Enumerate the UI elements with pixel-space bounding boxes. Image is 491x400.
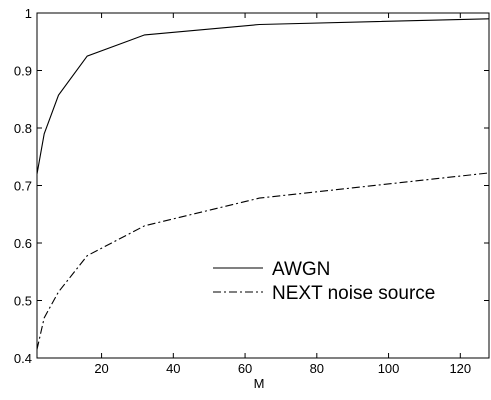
legend-label: AWGN <box>272 259 330 280</box>
legend-label: NEXT noise source <box>272 283 435 304</box>
legend: AWGN NEXT noise source <box>213 259 435 304</box>
x-tick-label: 100 <box>378 361 400 376</box>
x-tick-label: 60 <box>238 361 252 376</box>
y-tick-label: 0.5 <box>14 294 32 309</box>
x-axis-label: M <box>254 376 265 391</box>
axis-ticks: 20 40 60 80 100 120 0.4 0.5 0.6 0.7 0.8 0.9 1 <box>14 6 489 376</box>
series-line-awgn <box>36 18 490 175</box>
x-tick-label: 120 <box>449 361 471 376</box>
y-tick-label: 1 <box>25 6 32 21</box>
y-tick-label: 0.7 <box>14 179 32 194</box>
y-tick-label: 0.8 <box>14 121 32 136</box>
x-tick-label: 20 <box>94 361 108 376</box>
series-layer <box>36 18 490 350</box>
plot-frame <box>36 12 490 359</box>
plot-area <box>36 12 490 359</box>
series-line-next-noise-source <box>36 172 490 350</box>
y-tick-label: 0.9 <box>14 64 32 79</box>
x-tick-label: 40 <box>166 361 180 376</box>
x-tick-label: 80 <box>310 361 324 376</box>
y-tick-label: 0.6 <box>14 236 32 251</box>
y-tick-label: 0.4 <box>14 351 32 366</box>
